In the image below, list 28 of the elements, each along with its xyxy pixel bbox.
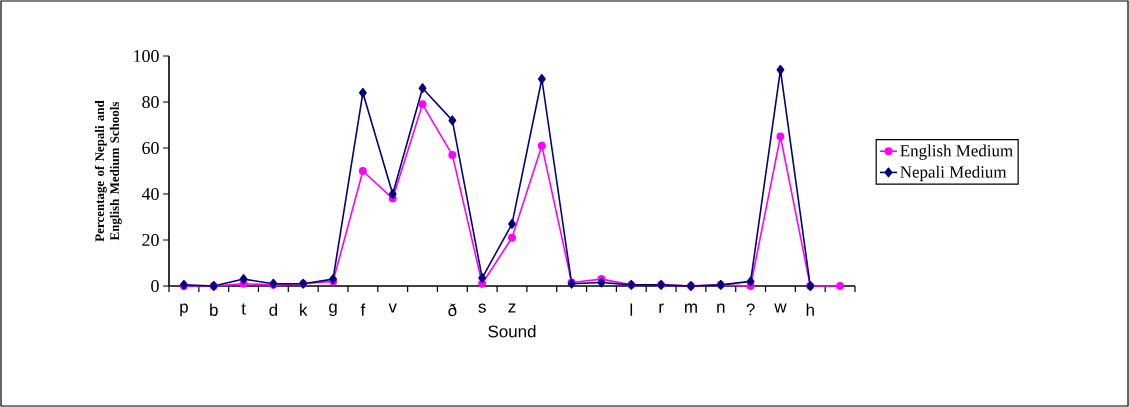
x-tick-label: ð (448, 303, 457, 317)
x-tick-label: v (388, 303, 397, 313)
y-tick-label: 60 (142, 141, 159, 155)
x-tick-label: l (630, 303, 633, 316)
x-tick-label: f (360, 303, 366, 316)
x-tick-label: w (774, 303, 787, 313)
legend-label: Nepali Medium (900, 165, 1007, 182)
x-tick-label: s (478, 303, 486, 313)
x-tick-label: t (241, 303, 246, 315)
y-tick-label: 80 (142, 95, 159, 109)
x-axis-title: Sound (488, 325, 536, 338)
x-tick-label: n (717, 303, 725, 313)
y-tick-label: 100 (134, 49, 159, 63)
x-tick-label: ? (746, 303, 755, 316)
x-tick-label: z (508, 303, 516, 313)
x-tick-label: h (806, 303, 814, 316)
legend-label: English Medium (900, 144, 1013, 160)
x-tick-label: k (300, 303, 308, 316)
x-tick-label: m (685, 303, 697, 313)
y-axis-title: Percentage of Nepali and English Medium Schools (94, 100, 122, 242)
x-tick-label: p (180, 303, 188, 317)
x-tick-label: r (659, 303, 664, 313)
y-tick-label: 20 (142, 233, 159, 247)
x-tick-label: b (210, 303, 218, 316)
x-tick-label: d (269, 303, 278, 316)
y-tick-label: 40 (141, 187, 159, 201)
x-tick-label: g (329, 303, 337, 317)
y-tick-label: 0 (151, 279, 159, 293)
